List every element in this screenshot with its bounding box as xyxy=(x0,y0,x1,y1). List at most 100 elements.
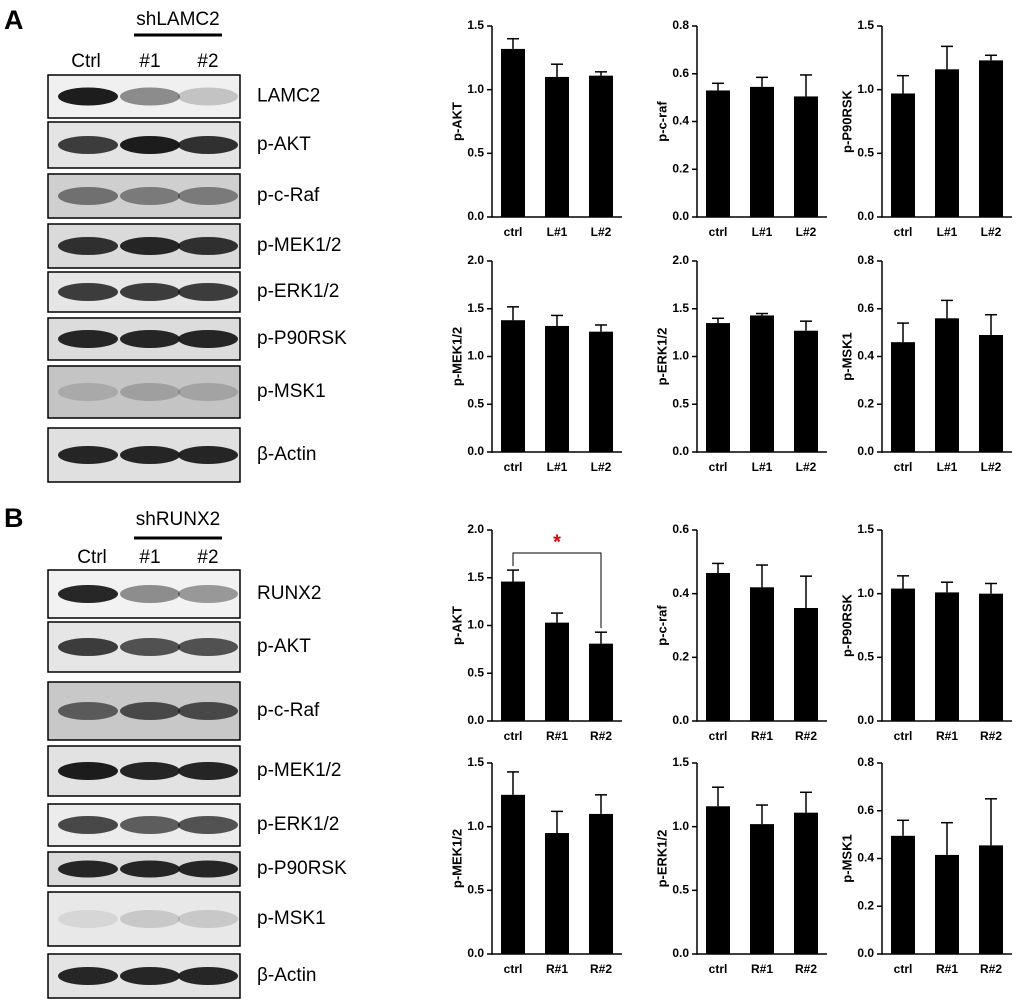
lane-label: #1 xyxy=(139,51,160,72)
y-tick-label: 0.2 xyxy=(857,898,874,912)
y-tick-label: 0.5 xyxy=(467,396,484,410)
bar xyxy=(545,622,569,721)
bar xyxy=(794,330,818,452)
blot-label: β-Actin xyxy=(257,965,317,986)
y-tick-label: 1.0 xyxy=(857,586,874,600)
band xyxy=(58,967,118,985)
y-tick-label: 1.5 xyxy=(467,755,484,769)
band xyxy=(120,87,180,106)
x-tick-label: ctrl xyxy=(504,729,523,743)
y-axis-label: p-AKT xyxy=(449,606,464,645)
y-tick-label: 0.5 xyxy=(467,665,484,679)
x-tick-label: R#1 xyxy=(936,729,958,743)
bar-chart: p-MEK1/2 0.0 0.5 1.0 1.5 2.0 ctrl L#1 L#2 xyxy=(449,253,622,474)
y-axis-label: p-MSK1 xyxy=(839,834,854,882)
group-label: shLAMC2 xyxy=(136,9,219,30)
x-tick-label: L#1 xyxy=(937,225,958,239)
y-tick-label: 0.4 xyxy=(857,851,874,865)
y-tick-label: 0.0 xyxy=(467,946,484,960)
band xyxy=(178,330,238,348)
band xyxy=(120,187,180,205)
blot xyxy=(47,74,241,119)
bar xyxy=(794,812,818,954)
band xyxy=(120,283,180,301)
band xyxy=(120,638,180,656)
bar xyxy=(589,813,613,954)
band xyxy=(58,87,118,106)
bar xyxy=(935,69,959,217)
band xyxy=(58,762,118,780)
y-tick-label: 1.0 xyxy=(857,82,874,96)
y-tick-label: 0.0 xyxy=(857,444,874,458)
y-axis-label: p-c-raf xyxy=(654,605,669,646)
bar xyxy=(891,588,915,721)
band xyxy=(58,330,118,348)
band xyxy=(120,860,180,878)
y-tick-label: 1.0 xyxy=(672,349,689,363)
bar xyxy=(794,96,818,217)
band xyxy=(178,762,238,780)
x-tick-label: ctrl xyxy=(709,729,728,743)
band xyxy=(178,638,238,656)
y-tick-label: 2.0 xyxy=(672,253,689,267)
y-axis-label: p-ERK1/2 xyxy=(654,328,669,386)
y-axis-label: p-AKT xyxy=(449,102,464,141)
bar xyxy=(589,643,613,721)
band xyxy=(120,910,180,928)
bar xyxy=(706,572,730,721)
x-tick-label: L#2 xyxy=(591,225,612,239)
bar xyxy=(935,318,959,452)
significance-bracket xyxy=(512,552,602,629)
band xyxy=(178,283,238,301)
y-tick-label: 0.0 xyxy=(857,209,874,223)
blot-label: p-MEK1/2 xyxy=(257,760,341,781)
band xyxy=(58,383,118,401)
blot-label: p-MSK1 xyxy=(257,908,326,929)
x-tick-label: L#2 xyxy=(591,460,612,474)
band xyxy=(178,237,238,255)
x-tick-label: L#2 xyxy=(796,225,817,239)
x-tick-label: ctrl xyxy=(894,225,913,239)
bar xyxy=(979,593,1003,721)
blot-label: β-Actin xyxy=(257,444,317,465)
lane-label: #1 xyxy=(139,547,160,568)
band xyxy=(178,585,238,603)
y-tick-label: 1.5 xyxy=(857,18,874,32)
y-tick-label: 0.0 xyxy=(672,444,689,458)
y-tick-label: 0.2 xyxy=(857,396,874,410)
x-tick-label: ctrl xyxy=(894,962,913,976)
significance-mark: * xyxy=(553,531,561,553)
y-tick-label: 0.6 xyxy=(672,66,689,80)
bar xyxy=(545,325,569,452)
band xyxy=(120,816,180,834)
bar xyxy=(750,86,774,217)
bar-chart: p-AKT 0.0 0.5 1.0 1.5 ctrl L#1 L#2 xyxy=(449,18,622,239)
lane-label: Ctrl xyxy=(77,547,107,568)
band xyxy=(58,702,118,720)
band xyxy=(120,237,180,255)
y-axis-label: p-c-raf xyxy=(654,101,669,142)
bar xyxy=(706,806,730,954)
y-tick-label: 2.0 xyxy=(467,522,484,536)
band xyxy=(178,816,238,834)
panel-letter: A xyxy=(4,5,24,35)
band xyxy=(58,446,118,464)
y-tick-label: 0.5 xyxy=(857,650,874,664)
y-tick-label: 1.5 xyxy=(672,755,689,769)
x-tick-label: R#1 xyxy=(751,729,773,743)
bar xyxy=(935,592,959,721)
bar-chart: p-ERK1/2 0.0 0.5 1.0 1.5 2.0 ctrl L#1 L#2 xyxy=(654,253,827,474)
x-tick-label: L#2 xyxy=(981,460,1002,474)
y-tick-label: 1.5 xyxy=(672,301,689,315)
blot-label: p-P90RSK xyxy=(257,328,347,349)
x-tick-label: R#2 xyxy=(795,729,817,743)
y-tick-label: 0.5 xyxy=(857,146,874,160)
x-tick-label: ctrl xyxy=(504,460,523,474)
band xyxy=(178,702,238,720)
y-tick-label: 1.0 xyxy=(467,349,484,363)
y-tick-label: 0.8 xyxy=(857,253,874,267)
y-tick-label: 0.0 xyxy=(857,713,874,727)
y-tick-label: 0.0 xyxy=(672,946,689,960)
blot-label: p-c-Raf xyxy=(257,700,320,721)
